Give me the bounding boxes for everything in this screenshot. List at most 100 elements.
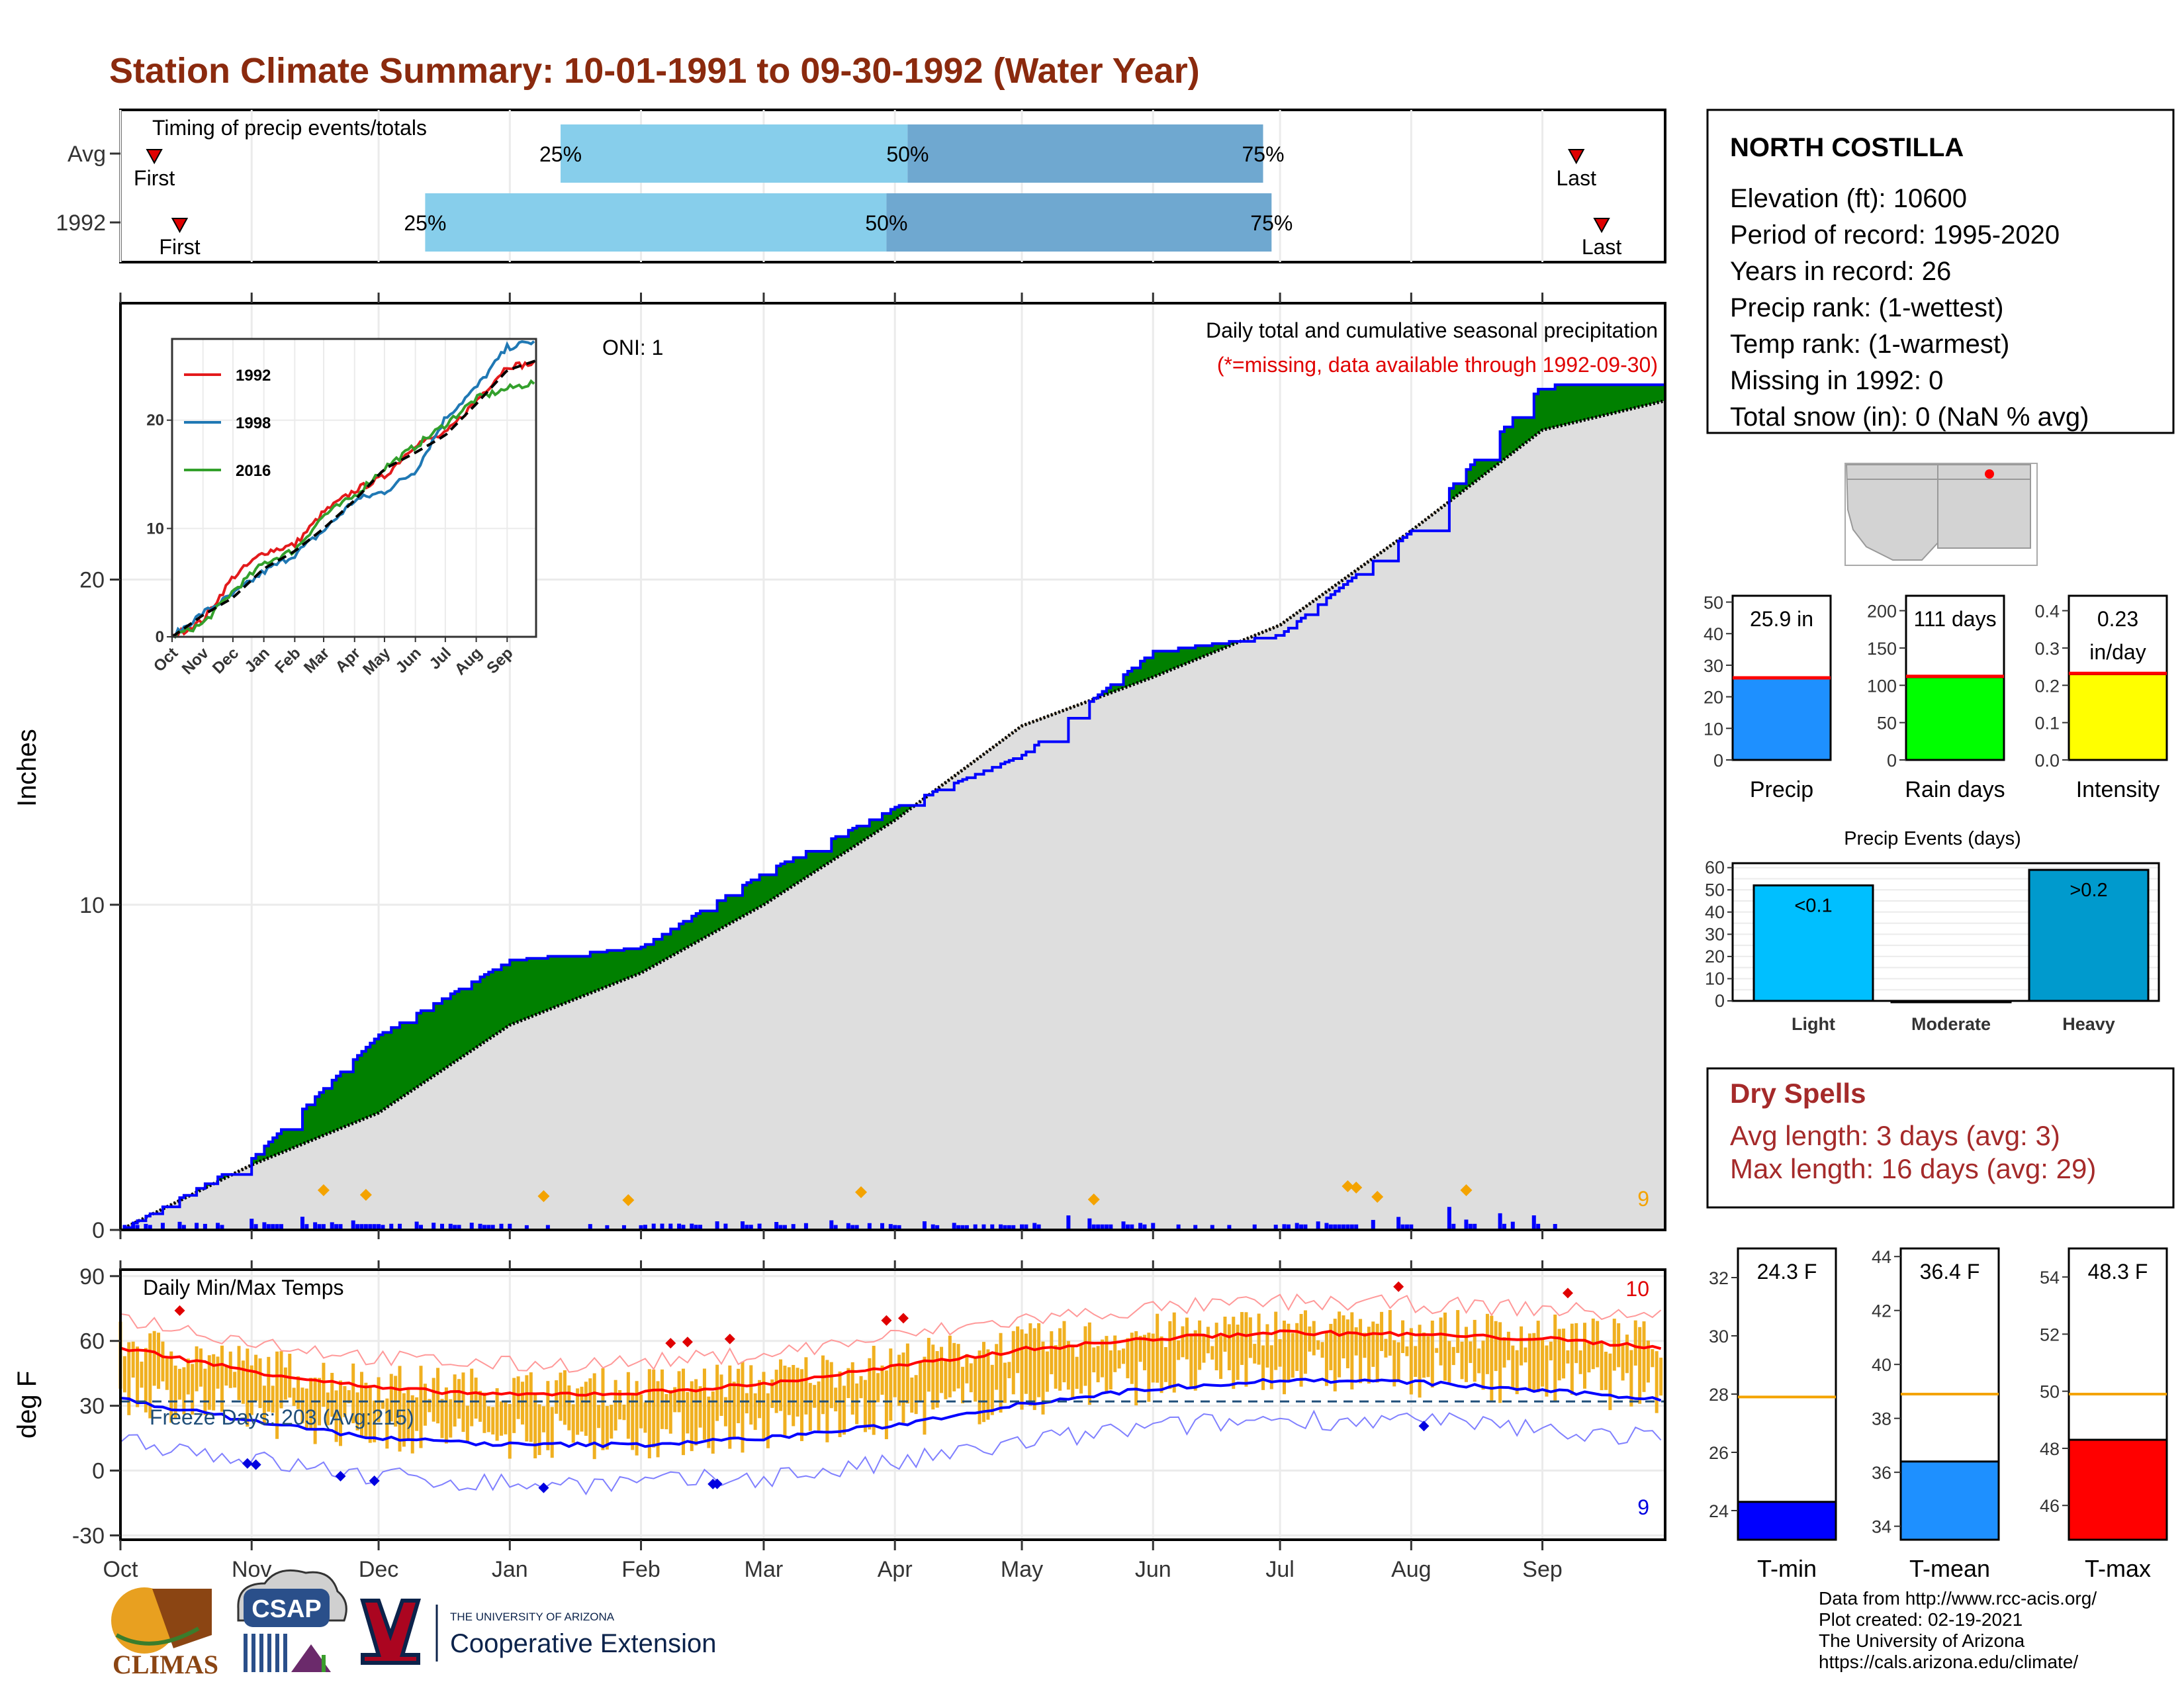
diff-area	[581, 956, 586, 998]
diff-area	[619, 950, 625, 982]
daily-temp-bar	[1113, 1335, 1117, 1372]
diff-area	[738, 895, 743, 919]
daily-temp-bar	[364, 1382, 368, 1437]
temp-bar-tick: 32	[1709, 1268, 1729, 1288]
climas-mesa	[152, 1589, 212, 1648]
diff-area	[788, 861, 794, 890]
daily-temp-bar	[436, 1368, 440, 1424]
timing-75-label: 75%	[1250, 211, 1293, 235]
month-label: Apr	[878, 1557, 913, 1582]
diff-area	[577, 956, 582, 999]
daily-temp-bar	[614, 1380, 617, 1431]
timing-25-label: 25%	[404, 211, 446, 235]
daily-precip-bar	[740, 1221, 745, 1230]
temp-bar-tick: 52	[2040, 1325, 2060, 1344]
daily-temp-bar	[1193, 1330, 1197, 1391]
daily-precip-bar	[313, 1222, 318, 1230]
temp-y-tick: -30	[72, 1523, 105, 1548]
mini-tick: 200	[1867, 602, 1897, 622]
daily-temp-bar	[1570, 1323, 1574, 1395]
diff-area	[801, 857, 807, 881]
daily-temp-bar	[1248, 1317, 1252, 1358]
daily-temp-bar	[1527, 1333, 1531, 1391]
mini-tick: 0.4	[2034, 602, 2060, 622]
daily-temp-bar	[1291, 1333, 1295, 1378]
daily-precip-bar	[351, 1220, 355, 1230]
daily-temp-bar	[169, 1351, 173, 1423]
temp-bar	[1899, 1460, 2000, 1541]
daily-temp-bar	[157, 1333, 161, 1389]
daily-temp-bar	[1456, 1310, 1460, 1353]
daily-precip-bar	[457, 1225, 461, 1230]
diff-area	[408, 1022, 413, 1094]
daily-temp-bar	[796, 1368, 799, 1417]
daily-temp-bar	[313, 1378, 317, 1444]
daily-temp-bar	[783, 1366, 787, 1436]
daily-precip-bar	[1066, 1215, 1071, 1230]
daily-temp-bar	[1562, 1329, 1566, 1379]
daily-temp-bar	[533, 1393, 537, 1459]
daily-temp-bar	[961, 1366, 965, 1403]
daily-temp-bar	[1363, 1333, 1367, 1358]
events-tick: 60	[1705, 858, 1725, 878]
daily-precip-bar	[524, 1225, 529, 1230]
diff-area	[1576, 384, 1581, 423]
daily-temp-bar	[246, 1348, 250, 1427]
daily-temp-bar	[1101, 1339, 1105, 1378]
snow-marker	[1087, 1194, 1100, 1205]
daily-temp-bar	[702, 1368, 706, 1440]
daily-temp-bar	[381, 1400, 385, 1409]
diff-area	[310, 1104, 316, 1141]
daily-temp-bar	[423, 1383, 427, 1426]
daily-precip-bar	[1020, 1224, 1024, 1230]
daily-temp-bar	[681, 1368, 685, 1456]
station-name: NORTH COSTILLA	[1730, 133, 1964, 162]
daily-temp-bar	[559, 1372, 563, 1421]
mini-value: 111 days	[1913, 607, 1996, 631]
count-low: 9	[1637, 1495, 1649, 1519]
daily-precip-bar	[1303, 1224, 1308, 1230]
diff-area	[480, 976, 485, 1046]
daily-temp-bar	[152, 1331, 156, 1386]
inset-chart: 19921998201601020OctNovDecJanFebMarAprMa…	[146, 338, 537, 679]
diff-area	[1157, 651, 1162, 677]
precip-events: Precip Events (days) <0.1 Light Moderate >0.…	[1705, 828, 2160, 1034]
daily-temp-bar	[1422, 1332, 1426, 1378]
mini-tick: 0.0	[2034, 751, 2060, 771]
daily-temp-bar	[1206, 1327, 1210, 1354]
daily-temp-bar	[1079, 1344, 1083, 1394]
daily-temp-bar	[432, 1378, 435, 1422]
daily-temp-bar	[1621, 1344, 1625, 1381]
daily-temp-bar	[652, 1369, 656, 1448]
diff-area	[1639, 384, 1645, 408]
inset-y-tick: 20	[146, 412, 164, 430]
daily-temp-bar	[1460, 1341, 1464, 1380]
daily-temp-bar	[927, 1338, 931, 1392]
daily-temp-bar	[491, 1407, 495, 1435]
daily-precip-bar	[1342, 1224, 1346, 1230]
daily-precip-bar	[639, 1225, 643, 1230]
daily-temp-bar	[838, 1371, 842, 1438]
daily-temp-bar	[1198, 1320, 1202, 1370]
y-tick-label: 20	[79, 568, 105, 593]
diff-area	[729, 895, 735, 925]
daily-temp-bar	[707, 1396, 711, 1448]
daily-temp-bar	[1278, 1339, 1282, 1367]
daily-precip-bar	[304, 1224, 309, 1230]
diff-area	[488, 972, 494, 1040]
record-high-marker	[897, 1313, 909, 1324]
daily-precip-bar	[321, 1224, 326, 1230]
daily-temp-bar	[745, 1393, 749, 1414]
daily-temp-bar	[1151, 1333, 1155, 1383]
record-high-marker	[724, 1333, 735, 1344]
daily-precip-bar	[1324, 1223, 1329, 1230]
daily-temp-bar	[1345, 1319, 1349, 1368]
daily-temp-bar	[639, 1394, 643, 1429]
diff-area	[395, 1027, 400, 1102]
daily-precip-bar	[757, 1223, 762, 1230]
daily-precip-bar	[1252, 1224, 1257, 1230]
daily-temp-bar	[283, 1367, 287, 1400]
daily-temp-bar	[541, 1406, 545, 1432]
station-line: Temp rank: (1-warmest)	[1730, 330, 2009, 359]
daily-temp-bar	[673, 1387, 677, 1413]
